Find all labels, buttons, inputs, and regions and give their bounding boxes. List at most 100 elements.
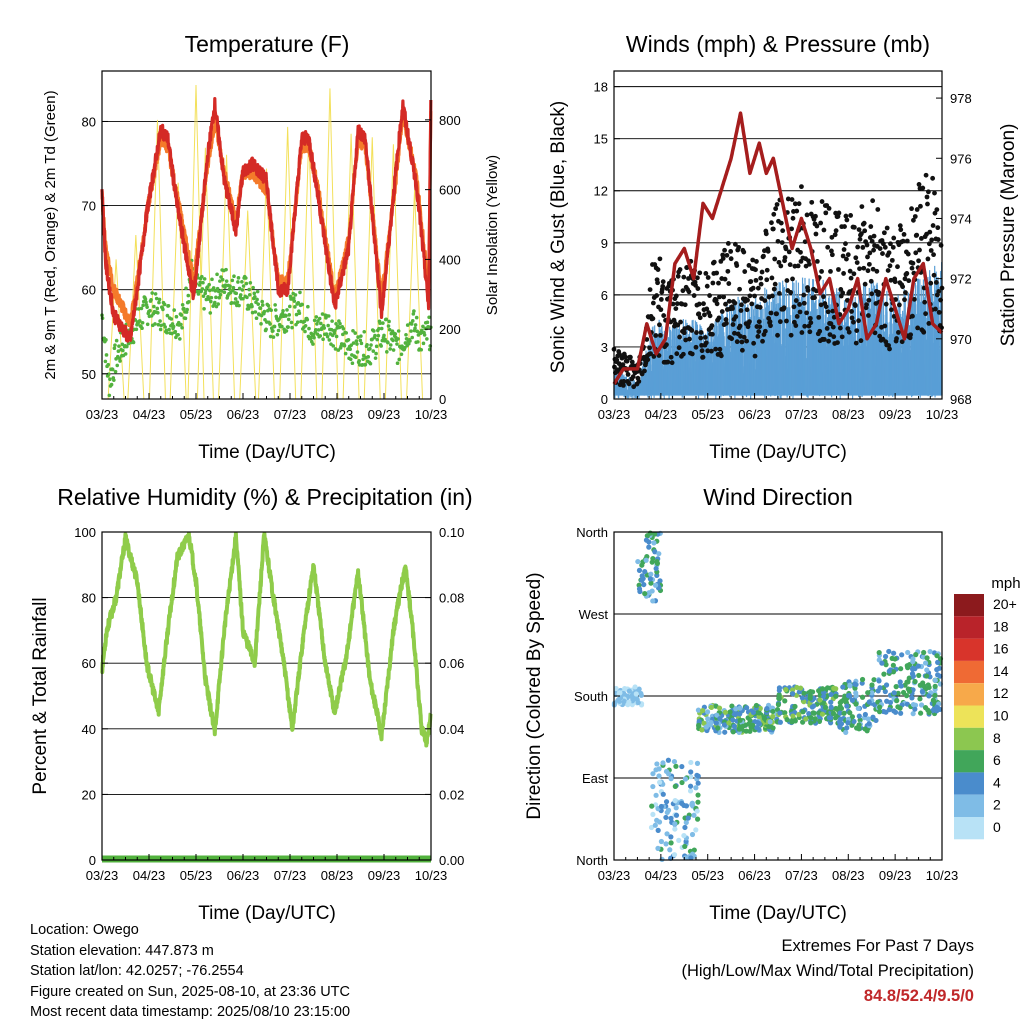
dewpoint-point <box>158 319 162 323</box>
direction-point <box>852 681 858 687</box>
direction-point <box>737 717 743 723</box>
humidity-series <box>100 531 433 863</box>
x-tick-label: 10/23 <box>415 868 448 883</box>
dewpoint-point <box>209 299 213 304</box>
gust-point <box>718 353 724 359</box>
dewpoint-point <box>317 316 322 321</box>
legend-label: 0 <box>993 819 1001 835</box>
direction-point <box>916 672 922 679</box>
direction-point <box>689 831 696 838</box>
direction-point <box>654 560 661 566</box>
dewpoint-point <box>358 338 363 343</box>
dewpoint-point <box>268 334 273 339</box>
dewpoint-point <box>312 318 317 323</box>
gust-point <box>862 228 868 234</box>
direction-point <box>744 705 750 711</box>
humidity-ylabel-left: Percent & Total Rainfall <box>30 597 51 794</box>
gust-point <box>906 278 912 284</box>
x-tick-label: 09/23 <box>368 868 401 883</box>
dewpoint-point <box>198 280 202 285</box>
direction-point <box>727 709 733 715</box>
gust-point <box>725 268 731 274</box>
direction-point <box>912 678 918 685</box>
gust-point <box>782 255 788 260</box>
gust-point <box>699 348 705 354</box>
direction-point <box>898 710 904 716</box>
gust-point <box>636 379 642 384</box>
dewpoint-point <box>252 291 257 296</box>
legend-label: 10 <box>993 708 1009 724</box>
gust-point <box>730 322 736 327</box>
gust-point <box>657 256 663 262</box>
direction-point <box>681 832 687 839</box>
direction-point <box>930 697 936 703</box>
direction-point <box>921 649 927 656</box>
gust-point <box>647 345 653 351</box>
gust-point <box>689 351 695 357</box>
y-right-tick-label: 976 <box>950 151 972 166</box>
direction-point <box>910 711 916 717</box>
dewpoint-point <box>373 356 378 360</box>
gust-point <box>707 293 712 298</box>
direction-point <box>764 705 770 712</box>
dewpoint-point <box>393 332 398 336</box>
dewpoint-point <box>284 314 288 318</box>
gust-point <box>909 265 915 271</box>
direction-point <box>869 682 875 688</box>
x-tick-label: 08/23 <box>832 868 865 883</box>
direction-point <box>613 685 619 692</box>
direction-point <box>917 696 923 702</box>
dewpoint-point <box>157 297 162 302</box>
dewpoint-point <box>187 299 191 304</box>
direction-point <box>927 648 933 655</box>
dewpoint-point <box>237 303 241 308</box>
direction-point <box>688 769 694 775</box>
gust-point <box>911 217 916 223</box>
dewpoint-point <box>121 348 125 353</box>
direction-point <box>656 551 662 557</box>
direction-point <box>646 590 652 596</box>
dewpoint-point <box>312 335 316 340</box>
dewpoint-point <box>110 367 115 372</box>
gust-point <box>843 213 849 219</box>
gust-point <box>831 334 837 340</box>
gust-point <box>793 298 799 303</box>
direction-point <box>913 652 919 658</box>
dewpoint-point <box>159 323 164 328</box>
gust-point <box>865 254 870 260</box>
direction-point <box>625 702 631 708</box>
direction-point <box>875 688 881 694</box>
dewpoint-point <box>350 361 355 366</box>
direction-point <box>833 715 839 721</box>
gust-point <box>813 231 819 237</box>
dewpoint-point <box>202 277 207 281</box>
direction-point <box>713 720 719 726</box>
gust-point <box>759 269 765 275</box>
dewpoint-point <box>143 297 148 301</box>
direction-point <box>654 761 660 767</box>
gust-point <box>694 330 699 335</box>
gust-point <box>703 340 709 346</box>
dewpoint-point <box>275 332 280 337</box>
legend-swatch <box>954 683 984 706</box>
dewpoint-point <box>258 306 263 311</box>
gust-point <box>720 256 726 261</box>
direction-point <box>663 799 670 805</box>
y-right-tick-label: 0.00 <box>439 853 464 868</box>
dewpoint-point <box>363 362 368 367</box>
gust-point <box>680 351 686 357</box>
gust-point <box>854 260 860 266</box>
direction-point <box>656 766 662 772</box>
dewpoint-point <box>385 350 389 354</box>
gust-point <box>918 236 924 241</box>
direction-point <box>922 660 929 666</box>
direction-cluster <box>695 702 781 736</box>
direction-point <box>750 722 756 728</box>
gust-point <box>716 315 722 321</box>
gust-point <box>753 267 758 273</box>
gust-point <box>910 313 915 319</box>
gust-point <box>794 314 800 319</box>
y-right-tick-label: 0.10 <box>439 525 464 540</box>
direction-point <box>671 852 678 858</box>
direction-cluster <box>836 676 879 735</box>
